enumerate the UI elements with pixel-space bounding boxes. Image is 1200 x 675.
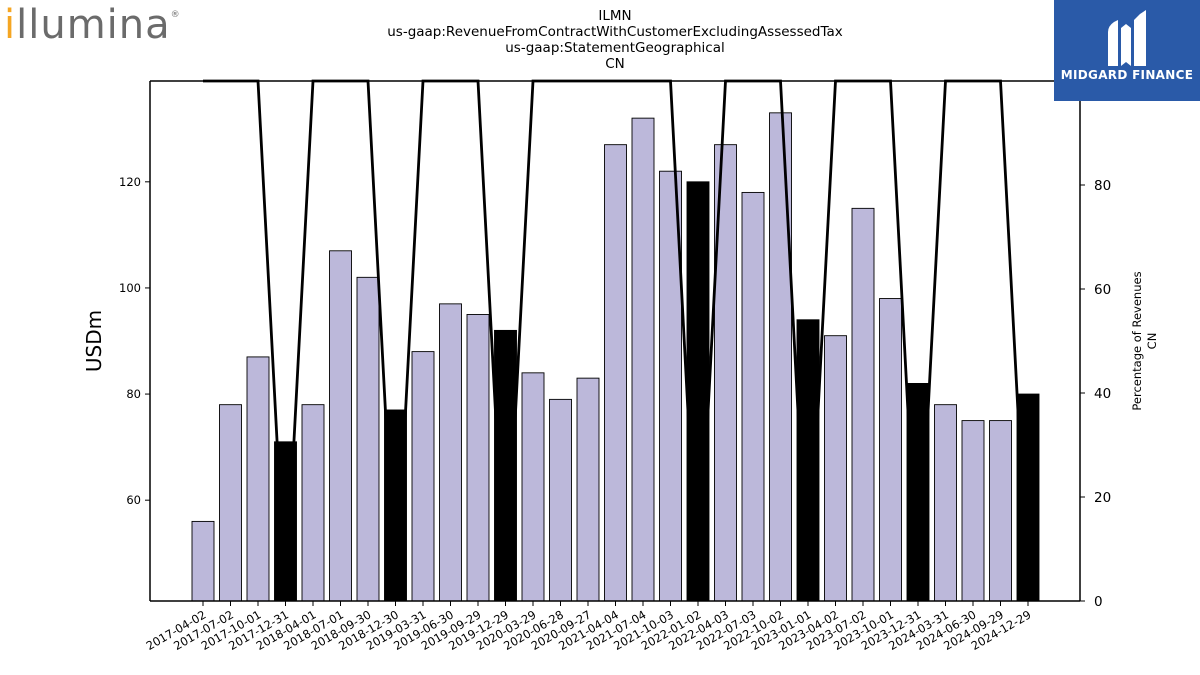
y-axis-label: USDm — [82, 310, 106, 372]
bar — [961, 420, 985, 602]
chart-title-line: ILMN — [598, 8, 631, 24]
bar — [631, 117, 655, 602]
bar — [686, 181, 710, 602]
bar — [246, 356, 270, 602]
chart-title-line: us-gaap:RevenueFromContractWithCustomerE… — [387, 24, 843, 40]
y-tick-label: 80 — [126, 387, 141, 401]
y-tick-label: 60 — [126, 493, 141, 507]
bar — [741, 191, 765, 602]
bar — [879, 298, 902, 602]
bar — [466, 314, 490, 602]
bar — [521, 372, 545, 602]
bar — [411, 351, 435, 602]
axes: 60801001200204060801002017-04-022017-07-… — [119, 74, 1120, 653]
midgard-mark-icon — [1108, 10, 1146, 66]
y2-tick-label: 20 — [1094, 490, 1111, 506]
chart-title: ILMNus-gaap:RevenueFromContractWithCusto… — [387, 8, 843, 72]
midgard-finance-logo: MIDGARD FINANCE — [1054, 0, 1200, 101]
y2-tick-label: 40 — [1094, 386, 1111, 402]
brand-text: MIDGARD FINANCE — [1060, 68, 1194, 82]
bar — [604, 144, 627, 602]
bar — [301, 404, 325, 602]
bar — [824, 335, 847, 602]
y2-tick-label: 80 — [1094, 178, 1111, 194]
bar — [576, 377, 600, 602]
bar — [329, 250, 352, 602]
y2-axis-label-line: Percentage of Revenues — [1130, 271, 1144, 410]
logo-text: llumina — [16, 2, 171, 48]
bar — [191, 520, 215, 602]
bar — [989, 420, 1012, 602]
bar — [1016, 393, 1040, 602]
bar — [219, 404, 242, 602]
bar — [549, 398, 572, 602]
bar — [769, 112, 792, 602]
bar — [356, 276, 380, 602]
bar-series — [191, 112, 1040, 602]
y2-axis-label-line: CN — [1145, 333, 1159, 350]
illumina-logo: illumina® — [4, 2, 181, 48]
axis-labels: USDm Percentage of Revenues CN — [82, 271, 1159, 410]
chart-title-line: CN — [605, 56, 625, 72]
bar — [851, 207, 875, 602]
y-tick-label: 100 — [119, 281, 141, 295]
chart-title-line: us-gaap:StatementGeographical — [505, 40, 724, 56]
bar — [906, 382, 930, 602]
y2-tick-label: 60 — [1094, 282, 1111, 298]
bar — [439, 303, 462, 602]
y2-tick-label: 0 — [1094, 594, 1103, 610]
bar — [934, 404, 957, 602]
y-tick-label: 120 — [119, 175, 141, 189]
